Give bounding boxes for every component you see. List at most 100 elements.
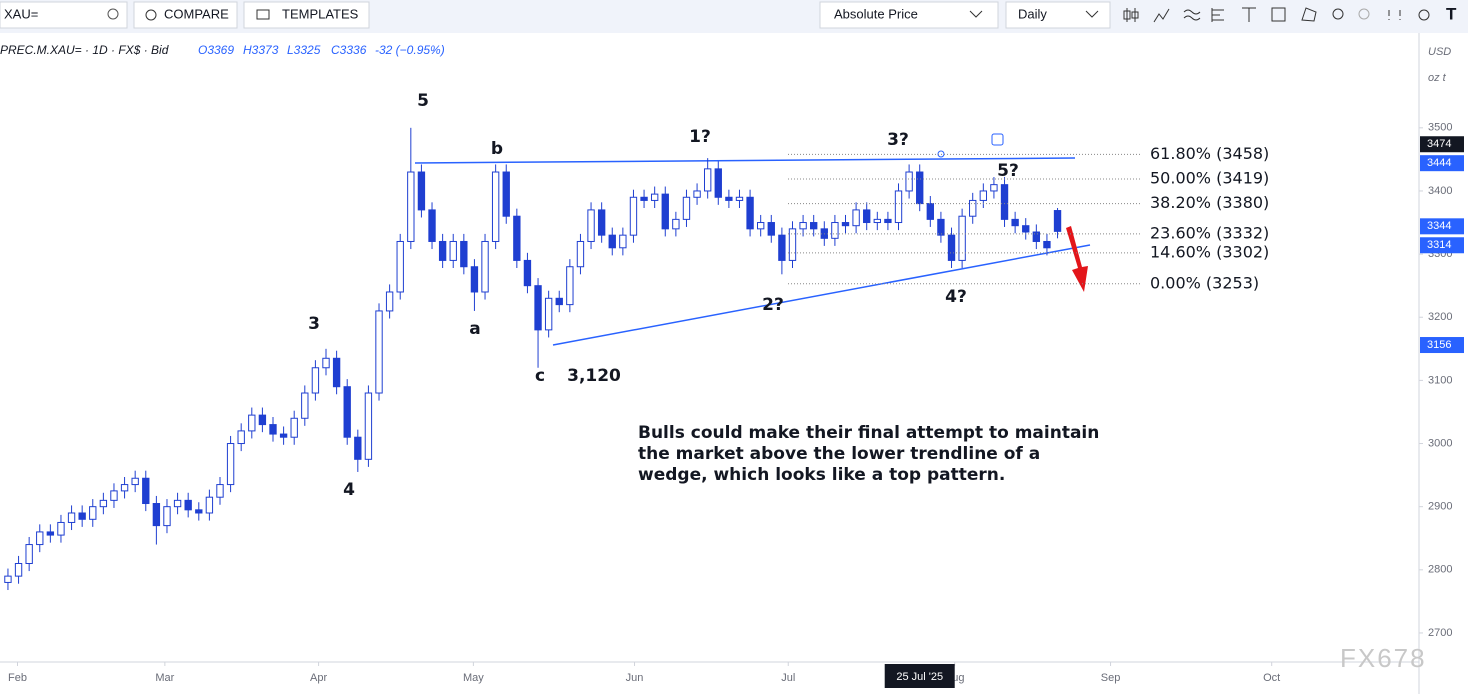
unit: oz t (1428, 72, 1447, 84)
candle-body (258, 414, 267, 426)
candle-body (481, 240, 489, 293)
search-icon (107, 8, 119, 20)
y-tick-label: 3200 (1428, 311, 1452, 323)
instrument: PREC.M.XAU= · 1D · FX$ · Bid (0, 43, 169, 57)
candle-body (417, 171, 426, 211)
wave-label: 3? (887, 130, 909, 150)
candle-body (173, 499, 182, 508)
price-tag-label: 3156 (1427, 339, 1451, 351)
ohlc-open: O3369 (198, 43, 234, 57)
y-tick-label: 3500 (1428, 122, 1452, 134)
y-tick-label: 2700 (1428, 627, 1452, 639)
candle-body (799, 222, 807, 230)
currency-box[interactable] (1424, 41, 1464, 63)
handle[interactable] (991, 133, 1004, 146)
candle-body (428, 209, 436, 242)
crosshair-date-box (884, 664, 955, 688)
candle-body (354, 436, 362, 460)
candle-body (576, 240, 585, 268)
wave-label: 4 (343, 480, 355, 500)
candle-body (46, 531, 55, 536)
wave-label: a (469, 319, 480, 339)
candle-body (131, 477, 139, 486)
wave-label: 4? (945, 287, 967, 307)
tool-icons[interactable] (1123, 7, 1430, 23)
candle-body (1053, 210, 1062, 232)
candle-body (385, 291, 394, 312)
candle-body (248, 414, 256, 432)
x-tick-label: Jun (626, 672, 644, 684)
candle-body (375, 310, 383, 394)
candle-body (873, 218, 881, 224)
candle-body (152, 503, 161, 527)
candle-body (619, 234, 627, 249)
wave-label: b (491, 139, 503, 159)
wave-label: 1? (689, 127, 711, 147)
x-tick-label: Apr (310, 672, 327, 684)
candle-body (894, 190, 903, 224)
interval-select[interactable] (1005, 1, 1111, 29)
symbol: XAU= (4, 6, 38, 21)
wave-label: 5? (997, 161, 1019, 181)
candle-body (661, 193, 669, 230)
candle-body (544, 297, 553, 331)
candle-body (1043, 240, 1051, 249)
wave-label: 3,120 (567, 366, 621, 386)
candle-body (916, 171, 924, 205)
fib-label: 38.20% (3380) (1150, 193, 1269, 212)
candle-body (682, 196, 691, 220)
annotation-line: wedge, which looks like a top pattern. (638, 465, 1005, 485)
logo: T (1446, 4, 1457, 23)
candle-body (852, 209, 860, 227)
ohlc-low: L3325 (287, 43, 321, 57)
chevron (1085, 10, 1099, 18)
candle-body (226, 443, 235, 486)
price-tag (1420, 136, 1464, 153)
annotation-line: the market above the lower trendline of … (638, 444, 1040, 464)
currency: USD (1428, 46, 1451, 58)
candle-body (438, 240, 447, 261)
ohlc-close: C3336 (331, 43, 367, 57)
x-tick-label: Mar (155, 672, 174, 684)
candle-body (937, 218, 945, 236)
y-tick-label: 2900 (1428, 501, 1452, 513)
annotation: Bulls could make their final attempt to … (638, 423, 1099, 485)
candle-body (332, 357, 341, 388)
price-tag-label: 3314 (1427, 239, 1451, 251)
templates-button[interactable] (243, 1, 370, 29)
candle-body (279, 433, 288, 438)
candle-body (640, 196, 648, 201)
symbol-box[interactable] (0, 1, 128, 29)
candle-body (195, 509, 203, 514)
candle-body (884, 218, 892, 224)
compare-button[interactable] (133, 1, 238, 29)
candle-body (89, 506, 97, 520)
candle-body (301, 392, 309, 419)
candle-body (926, 203, 934, 220)
lower-trendline (552, 244, 1091, 346)
candle-body (1032, 231, 1041, 242)
candle-body (746, 196, 754, 230)
folder-icon (256, 9, 270, 20)
price-mode-select[interactable] (819, 1, 999, 29)
candle-body (629, 196, 638, 236)
candle-body (449, 240, 457, 261)
ohlc-change: -32 (−0.95%) (375, 43, 445, 57)
candle-body (237, 430, 245, 445)
candle-body (969, 199, 977, 217)
candle-body (958, 215, 966, 261)
candle-body (608, 234, 616, 249)
candle-body (1022, 225, 1030, 233)
candle-body (672, 218, 680, 230)
y-tick-label: 3100 (1428, 374, 1452, 386)
candle-body (566, 266, 574, 306)
candle-body (597, 209, 606, 236)
chevron (969, 10, 983, 18)
compare-label: COMPARE (164, 6, 229, 21)
candle-body (67, 512, 76, 523)
fib-label: 14.60% (3302) (1150, 242, 1269, 261)
candle-body (290, 417, 298, 438)
wave-label: 3 (308, 314, 320, 334)
candle-body (25, 544, 33, 564)
